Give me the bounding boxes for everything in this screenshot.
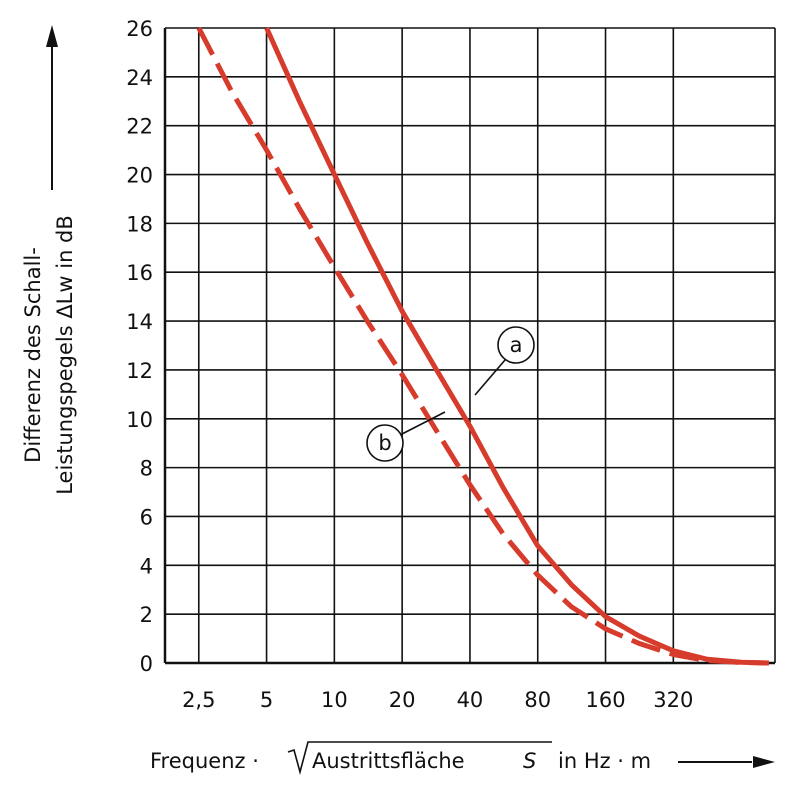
y-tick-label: 8 (140, 457, 153, 481)
y-tick-label: 12 (126, 359, 153, 383)
x-tick-label: 20 (389, 688, 416, 712)
x-tick-label: 2,5 (182, 688, 215, 712)
x-tick-label: 5 (260, 688, 273, 712)
y-tick-label: 0 (140, 652, 153, 676)
x-axis-title: Frequenz · Austrittsfläche S in Hz · m (150, 741, 651, 776)
marker-circle-a (497, 326, 535, 364)
y-axis-title-line1: Differenz des Schall- (21, 247, 45, 463)
x-tick-label: 160 (585, 688, 625, 712)
x-tick-label: 10 (321, 688, 348, 712)
leader-line-b (401, 411, 446, 435)
y-axis-arrow (46, 25, 58, 190)
y-axis-title: Differenz des Schall- Leistungspegels ΔL… (21, 215, 77, 495)
y-tick-label: 22 (126, 115, 153, 139)
marker-circle-b (366, 424, 404, 462)
sqrt-sign (287, 741, 552, 776)
x-tick-labels: 2,5 5 10 20 40 80 160 320 (182, 688, 693, 712)
x-axis-title-radicand: Austrittsfläche (312, 749, 465, 773)
y-axis-title-line2: Leistungspegels ΔLw in dB (53, 215, 77, 495)
y-tick-label: 20 (126, 164, 153, 188)
x-tick-label: 80 (524, 688, 551, 712)
y-tick-label: 4 (140, 554, 153, 578)
x-tick-label: 320 (653, 688, 693, 712)
y-tick-label: 10 (126, 408, 153, 432)
curve-b (196, 26, 769, 666)
y-tick-label: 16 (126, 261, 153, 285)
marker-label-a: a (510, 333, 523, 357)
annotations: ab (366, 326, 535, 462)
leader-line-a (474, 359, 506, 396)
y-tick-label: 2 (140, 603, 153, 627)
curves (196, 26, 769, 666)
x-axis-title-suffix: in Hz · m (558, 749, 651, 773)
marker-label-b: b (378, 431, 391, 455)
y-tick-label: 26 (126, 17, 153, 41)
x-axis-title-prefix: Frequenz · (150, 749, 259, 773)
x-tick-label: 40 (457, 688, 484, 712)
y-tick-label: 14 (126, 310, 153, 334)
x-axis-title-symbol: S (523, 749, 536, 773)
x-axis-arrow (678, 756, 775, 768)
y-tick-label: 24 (126, 66, 153, 90)
grid (163, 27, 776, 665)
y-tick-label: 18 (126, 212, 153, 236)
y-tick-label: 6 (140, 505, 153, 529)
